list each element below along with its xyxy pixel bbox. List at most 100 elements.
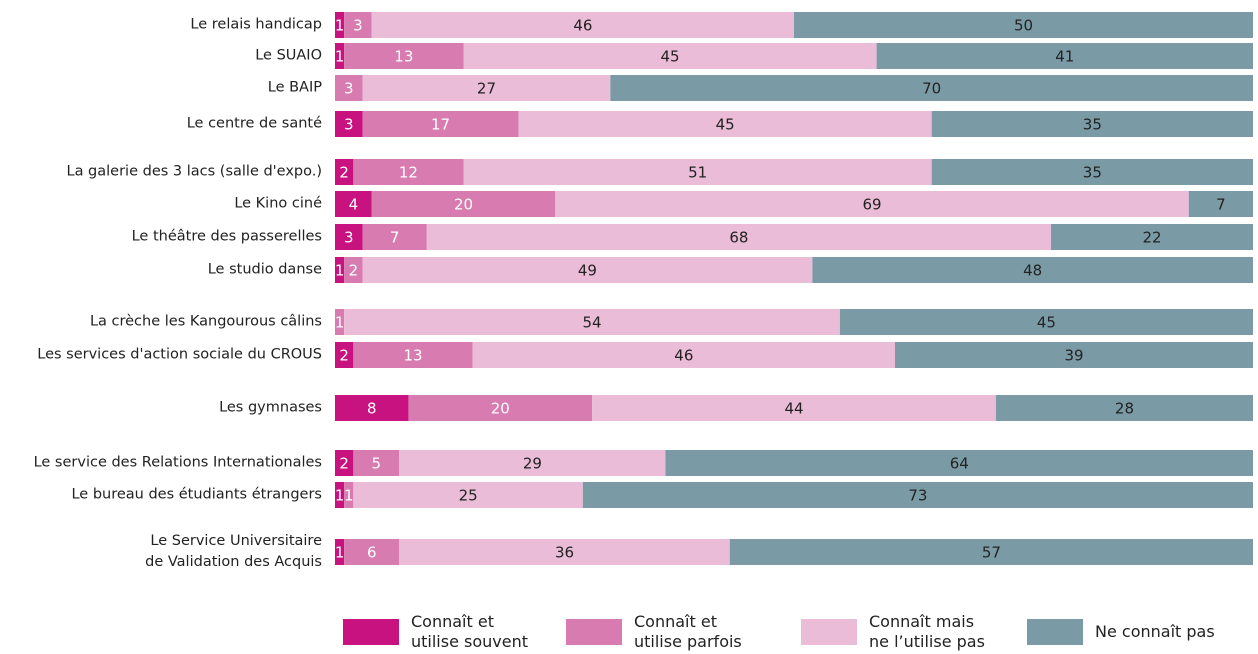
bar-segment — [610, 75, 1253, 101]
category-label: La galerie des 3 lacs (salle d'expo.) — [66, 163, 322, 180]
value-label: 3 — [344, 229, 354, 247]
bar-segment — [335, 159, 354, 185]
bar-segment — [1051, 224, 1253, 250]
category-label: Le centre de santé — [186, 115, 322, 132]
bar-segment — [335, 191, 372, 217]
bar-segment — [729, 539, 1253, 565]
value-label: 35 — [1083, 164, 1102, 182]
value-label: 1 — [335, 17, 345, 35]
bar-segment — [876, 43, 1253, 69]
value-label: 41 — [1055, 48, 1074, 66]
value-label: 13 — [403, 347, 422, 365]
bar-segment — [335, 224, 363, 250]
value-label: 3 — [344, 116, 354, 134]
value-label: 17 — [431, 116, 450, 134]
value-label: 45 — [661, 48, 680, 66]
value-label: 12 — [399, 164, 418, 182]
category-label: Le service des Relations Internationales — [33, 454, 322, 471]
bar-segment — [582, 482, 1253, 508]
value-label: 45 — [716, 116, 735, 134]
value-label: 7 — [390, 229, 400, 247]
value-label: 8 — [367, 400, 377, 418]
bar-segment — [335, 539, 345, 565]
value-label: 1 — [344, 487, 354, 505]
bar-segment — [344, 43, 464, 69]
value-label: 69 — [862, 196, 881, 214]
value-label: 2 — [349, 262, 359, 280]
bar-segment — [344, 12, 372, 38]
bar-segment — [344, 539, 400, 565]
value-label: 57 — [982, 544, 1001, 562]
bar-segment — [362, 257, 813, 283]
value-label: 51 — [688, 164, 707, 182]
bar-segment — [1188, 191, 1253, 217]
value-label: 73 — [908, 487, 927, 505]
bar-segment — [592, 395, 996, 421]
bar-segment — [665, 450, 1253, 476]
bar-segment — [335, 395, 409, 421]
value-label: 49 — [578, 262, 597, 280]
bar-segment — [463, 43, 877, 69]
value-label: 68 — [729, 229, 748, 247]
value-label: 7 — [1216, 196, 1226, 214]
value-label: 44 — [784, 400, 803, 418]
bar-segment — [931, 111, 1253, 137]
value-label: 1 — [335, 262, 345, 280]
value-label: 27 — [477, 80, 496, 98]
bar-segment — [399, 450, 666, 476]
category-label: Les services d'action sociale du CROUS — [37, 346, 322, 363]
bar-segment — [555, 191, 1189, 217]
value-label: 48 — [1023, 262, 1042, 280]
bar-segment — [335, 111, 363, 137]
bar-segment — [335, 450, 354, 476]
value-label: 46 — [674, 347, 693, 365]
category-label: La crèche les Kangourous câlins — [89, 313, 322, 330]
value-label: 20 — [491, 400, 510, 418]
value-label: 36 — [555, 544, 574, 562]
value-label: 45 — [1037, 314, 1056, 332]
bar-segment — [794, 12, 1253, 38]
bar-segment — [362, 75, 611, 101]
bar-segment — [335, 43, 345, 69]
value-label: 1 — [335, 48, 345, 66]
value-label: 46 — [573, 17, 592, 35]
bar-segment — [371, 191, 556, 217]
value-label: 70 — [922, 80, 941, 98]
value-label: 1 — [335, 487, 345, 505]
category-label: Le relais handicap — [190, 16, 322, 33]
bar-segment — [463, 159, 932, 185]
bar-segment — [335, 342, 354, 368]
value-label: 1 — [335, 314, 345, 332]
bar-segment — [472, 342, 895, 368]
bar-segment — [335, 12, 345, 38]
value-label: 50 — [1014, 17, 1033, 35]
bar-segment — [995, 395, 1253, 421]
value-label: 2 — [339, 455, 349, 473]
bar-segment — [426, 224, 1052, 250]
value-label: 1 — [335, 544, 345, 562]
bar-segment — [344, 257, 363, 283]
bar-segment — [362, 111, 519, 137]
legend-label: Connaît et utilise parfois — [634, 612, 742, 651]
bar-segment — [344, 309, 840, 335]
category-label: Le Service Universitaire de Validation d… — [145, 533, 322, 570]
bar-segment — [335, 309, 345, 335]
legend-swatch — [566, 619, 622, 645]
value-label: 35 — [1083, 116, 1102, 134]
bar-segment — [518, 111, 932, 137]
category-label: Les gymnases — [219, 399, 322, 416]
value-label: 3 — [344, 80, 354, 98]
category-label: Le Kino ciné — [234, 195, 322, 212]
value-label: 28 — [1115, 400, 1134, 418]
value-label: 20 — [454, 196, 473, 214]
category-label: Le bureau des étudiants étrangers — [71, 486, 322, 503]
value-label: 2 — [339, 164, 349, 182]
bar-segment — [353, 159, 464, 185]
bar-segment — [335, 257, 345, 283]
bar-segment — [362, 224, 427, 250]
value-label: 2 — [339, 347, 349, 365]
bar-segment — [353, 482, 583, 508]
category-label: Le théâtre des passerelles — [131, 228, 322, 245]
legend-swatch — [801, 619, 857, 645]
